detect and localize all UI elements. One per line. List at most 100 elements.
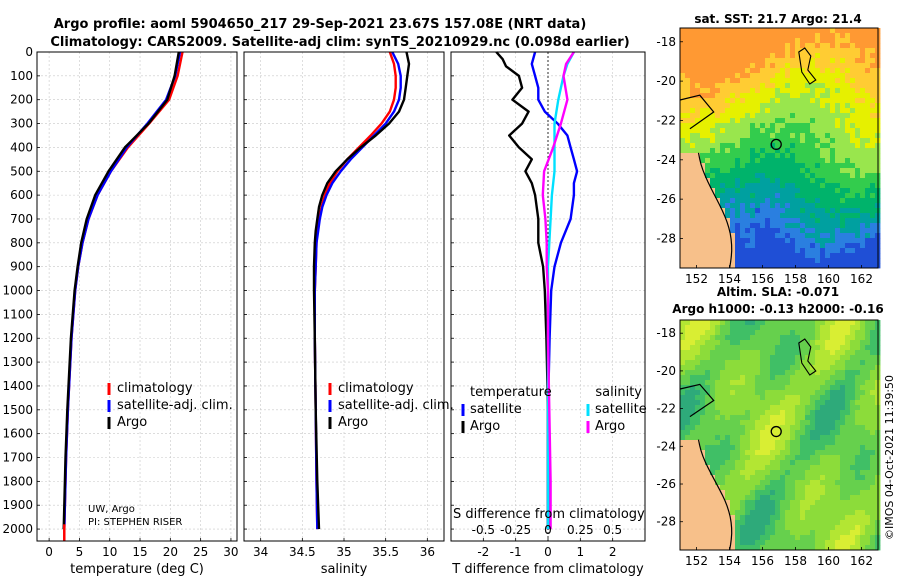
map-cell [780,535,786,541]
map-cell [825,43,831,49]
map-cell [710,410,716,416]
map-cell [760,188,766,194]
map-cell [810,248,816,254]
map-cell [725,465,731,471]
map-cell [865,525,871,531]
map-cell [800,435,806,441]
map-cell [835,360,841,366]
map-cell [770,430,776,436]
map-cell [810,455,816,461]
map-cell [705,480,711,486]
map-cell [850,198,856,204]
map-cell [690,335,696,341]
map-cell [705,485,711,491]
map-cell [730,335,736,341]
map-cell [795,470,801,476]
map-cell [780,445,786,451]
map-cell [765,108,771,114]
map-cell [845,405,851,411]
map-cell [735,223,741,229]
map-cell [840,153,846,159]
map-cell [825,58,831,64]
map-cell [785,193,791,199]
map-cell [795,153,801,159]
x-axis-label: salinity [321,562,368,577]
map-cell [805,410,811,416]
map-cell [865,530,871,536]
map-cell [820,430,826,436]
map-cell [765,193,771,199]
map-cell [705,420,711,426]
map-cell [690,390,696,396]
map-x-tick-label: 156 [751,272,774,286]
map-cell [710,118,716,124]
map-cell [835,53,841,59]
map-cell [720,88,726,94]
map-cell [745,495,751,501]
map-cell [810,530,816,536]
map-cell [785,173,791,179]
map-cell [805,320,811,326]
map-cell [850,63,856,69]
map-cell [795,320,801,326]
map-cell [745,33,751,39]
map-cell [700,515,706,521]
map-cell [800,138,806,144]
map-cell [815,193,821,199]
map-cell [865,253,871,259]
map-cell [680,450,686,456]
map-cell [710,93,716,99]
map-cell [705,340,711,346]
map-cell [860,238,866,244]
map-cell [730,500,736,506]
map-cell [770,98,776,104]
map-cell [840,455,846,461]
map-cell [785,43,791,49]
map-cell [755,475,761,481]
map-cell [825,118,831,124]
y-tick-label: 300 [10,117,33,131]
map-cell [750,148,756,154]
map-cell [700,485,706,491]
map-cell [740,203,746,209]
map-cell [825,88,831,94]
map-cell [760,370,766,376]
map-cell [680,480,686,486]
map-cell [725,365,731,371]
map-cell [860,118,866,124]
map-cell [810,193,816,199]
map-cell [855,53,861,59]
map-cell [790,263,796,269]
map-cell [790,425,796,431]
map-cell [805,330,811,336]
map-cell [790,400,796,406]
map-cell [700,148,706,154]
map-cell [775,188,781,194]
map-cell [730,345,736,351]
map-cell [715,88,721,94]
map-cell [865,480,871,486]
map-cell [725,128,731,134]
map-cell [730,410,736,416]
map-cell [740,238,746,244]
map-cell [840,98,846,104]
map-cell [700,73,706,79]
map-cell [815,98,821,104]
map-cell [680,425,686,431]
map-cell [735,68,741,74]
map-cell [705,233,711,239]
map-cell [785,390,791,396]
map-cell [775,395,781,401]
map-y-tick-label: -28 [656,231,676,245]
map-cell [755,228,761,234]
map-cell [825,133,831,139]
map-cell [715,325,721,331]
map-frame [679,319,879,551]
map-cell [685,103,691,109]
map-cell [805,173,811,179]
map-cell [720,370,726,376]
map-cell [815,435,821,441]
map-cell [810,505,816,511]
map-cell [790,330,796,336]
map-cell [870,330,876,336]
